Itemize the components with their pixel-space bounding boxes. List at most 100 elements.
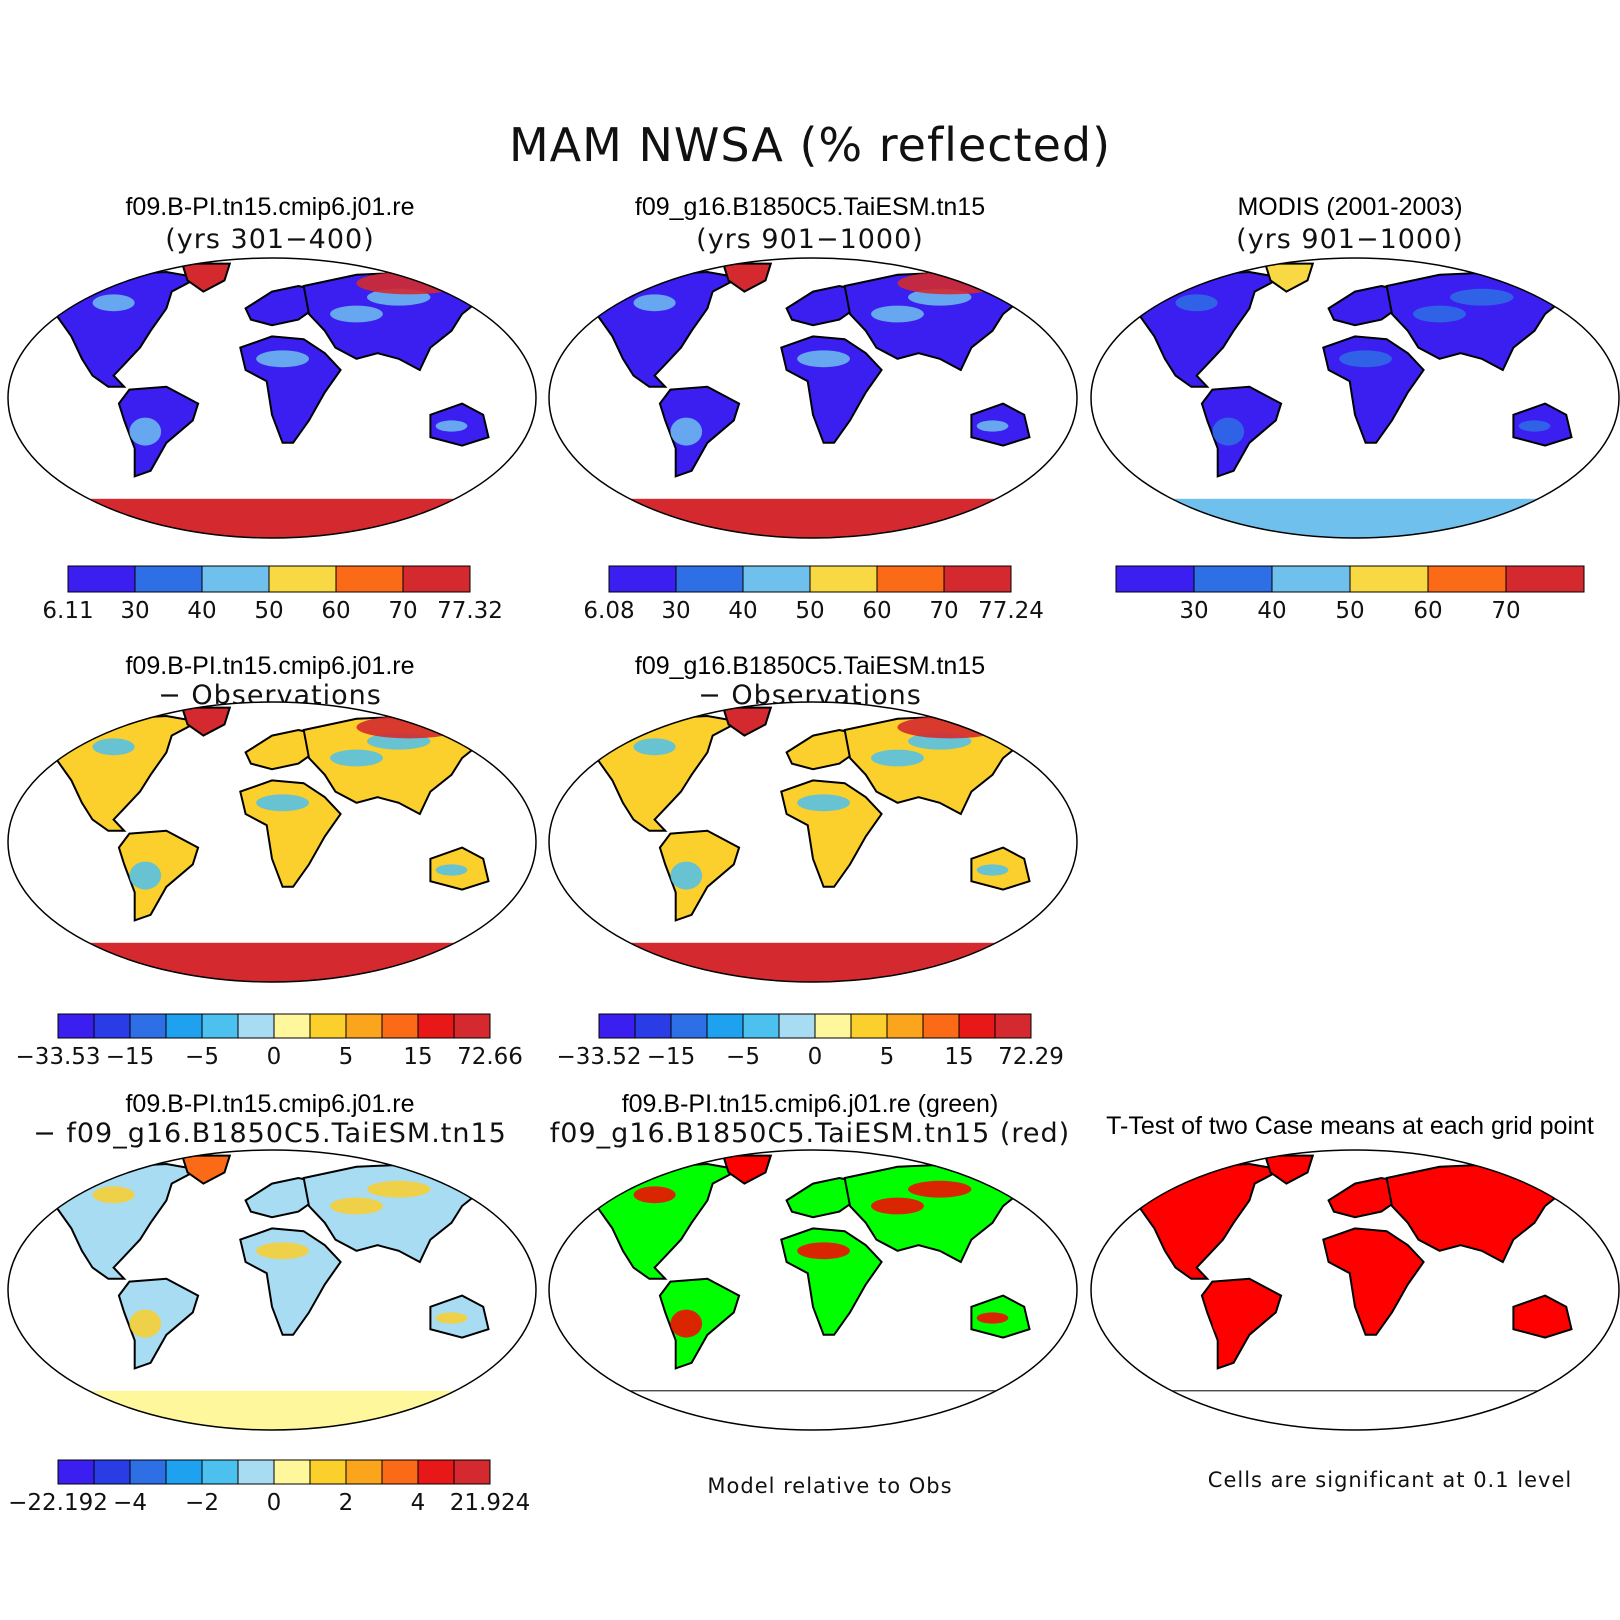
colorbar-swatch (417, 1459, 455, 1485)
field-patch (435, 420, 468, 432)
colorbar-swatch (402, 565, 471, 593)
colorbar-swatch (93, 1013, 131, 1039)
greenland-landmass (721, 706, 773, 737)
colorbar-swatch (670, 1013, 708, 1039)
map-panel-model1 (7, 257, 537, 539)
colorbar-tick-label: −5 (185, 1044, 219, 1070)
colorbar-tick-label: 70 (929, 598, 958, 624)
colorbar-tick-label: 60 (862, 598, 891, 624)
field-patch (356, 272, 463, 295)
colorbar-tick-label: 5 (880, 1044, 895, 1070)
colorbar-swatch (706, 1013, 744, 1039)
note-text: Cells are significant at 0.1 level (1207, 1468, 1573, 1492)
field-patch (129, 861, 162, 890)
colorbar-swatch (67, 565, 136, 593)
map-border (548, 701, 1078, 983)
field-patch (435, 864, 468, 876)
colorbar-swatch (1505, 565, 1585, 593)
note-text: Model relative to Obs (707, 1474, 953, 1498)
colorbar-swatch (876, 565, 945, 593)
colorbar-swatch (345, 1459, 383, 1485)
field-patch (330, 1197, 383, 1215)
cb2-colorbar: 6.08 30 40 50 60 70 77.24 (583, 565, 1044, 624)
field-patch (92, 294, 135, 312)
colorbar-tick-label: 2 (339, 1490, 354, 1516)
antarctica-region (1164, 1390, 1546, 1430)
colorbar-swatch (814, 1013, 852, 1039)
field-patch (633, 738, 676, 756)
antarctica-region (1164, 498, 1546, 538)
field-patch (670, 1309, 703, 1338)
panel-title: MODIS (2001-2003) (1237, 193, 1463, 221)
greenland-landmass (180, 1154, 232, 1185)
panel-title: T-Test of two Case means at each grid po… (1106, 1112, 1594, 1140)
panel-title: f09.B-PI.tn15.cmip6.j01.re (green) (621, 1090, 999, 1118)
antarctica-region (622, 942, 1004, 982)
colorbar-tick-label: 72.66 (457, 1044, 523, 1070)
antarctica-region (81, 1390, 463, 1430)
field-patch (976, 420, 1009, 432)
map-panel-model2 (548, 257, 1078, 539)
colorbar-tick-label: −5 (726, 1044, 760, 1070)
map-border (7, 257, 537, 539)
field-patch (256, 1242, 309, 1260)
colorbar-swatch (93, 1459, 131, 1485)
field-patch (1450, 1180, 1514, 1198)
field-patch (1339, 350, 1392, 368)
colorbar-swatch (742, 1013, 780, 1039)
colorbar-swatch (994, 1013, 1032, 1039)
field-patch (1212, 417, 1245, 446)
panel-title: f09_g16.B1850C5.TaiESM.tn15 (634, 652, 986, 680)
colorbar-tick-label: −33.53 (15, 1044, 100, 1070)
greenland-landmass (1263, 1154, 1315, 1185)
cb1-colorbar: 6.11 30 40 50 60 70 77.32 (42, 565, 503, 624)
antarctica-region (81, 942, 463, 982)
colorbar-swatch (57, 1013, 95, 1039)
colorbar-swatch (134, 565, 203, 593)
colorbar-swatch (608, 565, 677, 593)
colorbar-tick-label: −4 (113, 1490, 147, 1516)
field-patch (256, 794, 309, 812)
colorbar-swatch (453, 1459, 491, 1485)
colorbar-tick-label: 30 (120, 598, 149, 624)
panel-subtitle: (yrs 301−400) (165, 224, 375, 255)
colorbar-swatch (958, 1013, 996, 1039)
map-border (1090, 1149, 1620, 1431)
colorbar-swatch (943, 565, 1012, 593)
colorbar-tick-label: −22.192 (8, 1490, 108, 1516)
colorbar-swatch (1271, 565, 1351, 593)
colorbar-tick-label: 5 (339, 1044, 354, 1070)
colorbar-tick-label: 6.11 (42, 598, 93, 624)
map-border (7, 701, 537, 983)
colorbar-swatch (57, 1459, 95, 1485)
cb5-colorbar: −33.52 −15 −5 0 5 15 72.29 (556, 1013, 1064, 1070)
field-patch (92, 738, 135, 756)
colorbar-swatch (273, 1013, 311, 1039)
colorbar-tick-label: 70 (388, 598, 417, 624)
antarctica-region (81, 498, 463, 538)
colorbar-swatch (201, 565, 270, 593)
field-patch (633, 1186, 676, 1204)
colorbar-swatch (1427, 565, 1507, 593)
field-patch (129, 417, 162, 446)
panel-title: f09.B-PI.tn15.cmip6.j01.re (125, 652, 415, 680)
cb7-colorbar: −22.192 −4 −2 0 2 4 21.924 (8, 1459, 530, 1516)
colorbar-swatch (453, 1013, 491, 1039)
colorbar-swatch (634, 1013, 672, 1039)
colorbar-swatch (165, 1459, 203, 1485)
field-patch (670, 417, 703, 446)
field-patch (871, 305, 924, 323)
field-patch (1212, 1309, 1245, 1338)
colorbar-tick-label: 40 (1257, 598, 1286, 624)
colorbar-tick-label: −2 (185, 1490, 219, 1516)
colorbar-tick-label: 77.24 (978, 598, 1044, 624)
field-patch (330, 749, 383, 767)
map-border (548, 257, 1078, 539)
map-border (1090, 257, 1620, 539)
map-panel-obs (1090, 257, 1620, 539)
figure-title: MAM NWSA (% reflected) (508, 118, 1112, 172)
map-panel-casediff (7, 1149, 537, 1431)
panel-title: f09_g16.B1850C5.TaiESM.tn15 (634, 193, 986, 221)
colorbar-swatch (1349, 565, 1429, 593)
